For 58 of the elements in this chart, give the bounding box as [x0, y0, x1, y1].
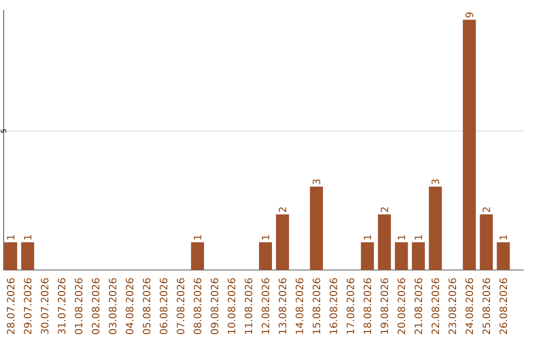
x-tick-label: 02.08.2026	[92, 278, 100, 334]
bar	[428, 186, 442, 270]
x-tick-label: 21.08.2026	[414, 278, 422, 334]
x-tick-label: 01.08.2026	[74, 278, 82, 334]
x-tick-label: 14.08.2026	[296, 278, 304, 334]
data-label: 3	[312, 179, 320, 184]
x-tick-label: 04.08.2026	[126, 278, 134, 334]
data-label: 1	[24, 235, 32, 240]
x-tick-label: 13.08.2026	[278, 278, 286, 334]
data-label: 1	[262, 235, 270, 240]
x-tick-label: 15.08.2026	[312, 278, 320, 334]
x-tick-label: 10.08.2026	[228, 278, 236, 334]
x-tick-label: 30.07.2026	[40, 278, 48, 334]
x-tick-label: 05.08.2026	[142, 278, 150, 334]
data-label: 9	[466, 12, 474, 18]
x-tick-label: 06.08.2026	[160, 278, 168, 334]
bar	[394, 242, 408, 270]
x-tick-label: 08.08.2026	[194, 278, 202, 334]
data-label: 1	[7, 235, 14, 240]
x-tick-label: 29.07.2026	[24, 278, 32, 334]
x-tick-label: 28.07.2026	[6, 278, 14, 334]
x-tick-label: 09.08.2026	[210, 278, 218, 334]
data-label: 2	[482, 207, 490, 212]
x-tick-label: 24.08.2026	[466, 278, 474, 334]
x-tick-label: 16.08.2026	[330, 278, 338, 334]
bar	[191, 242, 204, 270]
bar	[276, 214, 289, 270]
bar	[496, 242, 510, 270]
data-label: 1	[414, 235, 422, 240]
bar	[360, 242, 374, 270]
x-tick-label: 18.08.2026	[364, 278, 372, 334]
x-tick-label: 31.07.2026	[58, 278, 66, 334]
x-tick-label: 20.08.2026	[398, 278, 406, 334]
bar	[412, 242, 425, 270]
bar	[480, 214, 493, 270]
data-label: 1	[398, 235, 406, 240]
x-tick-label: 17.08.2026	[346, 278, 354, 334]
x-tick-label: 23.08.2026	[448, 278, 456, 334]
x-tick-label: 12.08.2026	[262, 278, 270, 334]
x-tick-label: 19.08.2026	[380, 278, 388, 334]
x-tick-label: 25.08.2026	[482, 278, 490, 334]
x-tick-label: 11.08.2026	[244, 278, 252, 334]
bar	[258, 242, 272, 270]
bar	[378, 214, 391, 270]
data-label: 1	[364, 235, 372, 240]
x-tick-label: 26.08.2026	[500, 278, 508, 334]
x-tick-label: 07.08.2026	[176, 278, 184, 334]
data-label: 2	[278, 207, 286, 212]
data-label: 1	[194, 235, 202, 240]
bar	[462, 20, 476, 270]
x-tick-label: 03.08.2026	[108, 278, 116, 334]
bar	[4, 242, 18, 270]
bar	[310, 186, 323, 270]
data-label: 1	[500, 235, 507, 240]
bar	[21, 242, 34, 270]
x-tick-label: 22.08.2026	[432, 278, 440, 334]
data-label: 3	[432, 179, 440, 184]
data-label: 2	[380, 207, 388, 212]
